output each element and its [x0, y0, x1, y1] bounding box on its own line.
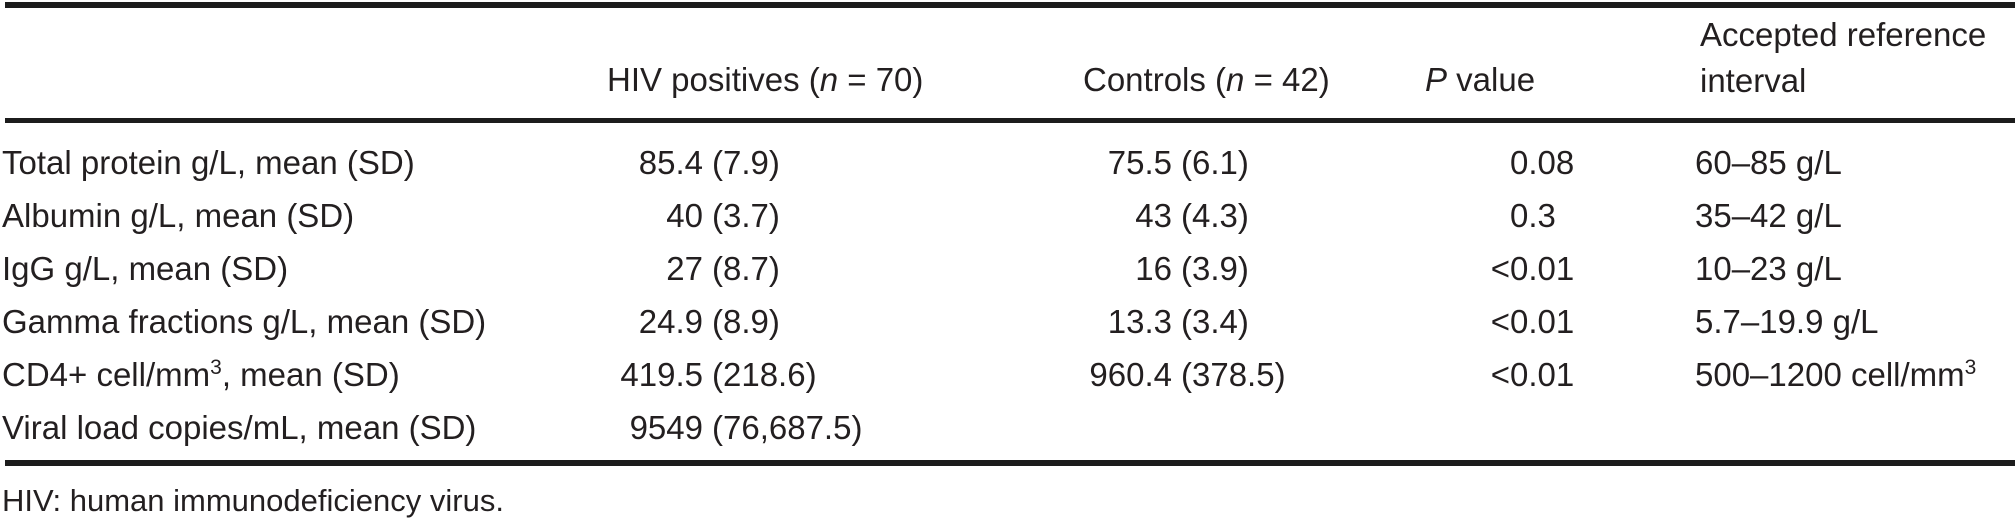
controls-mean-value: 13.3 [1107, 303, 1172, 340]
p-value: 0.3 [1510, 189, 1556, 242]
table-row-total-protein: Total protein g/L, mean (SD) 85.4 (7.9) … [0, 136, 2015, 189]
reference-interval-value: 5.7–19.9 g/L [1695, 295, 1879, 348]
reference-text: 35–42 g/L [1695, 197, 1842, 234]
table-rule-bottom [5, 460, 2015, 466]
controls-sd-value: (378.5) [1181, 356, 1286, 393]
reference-interval-value: 500–1200 cell/mm3 [1695, 348, 1976, 401]
controls-sd-value: (4.3) [1181, 197, 1249, 234]
controls-sd-value: (3.9) [1181, 250, 1249, 287]
row-label-text: Albumin g/L, mean (SD) [2, 197, 355, 234]
table-footnote: HIV: human immunodeficiency virus. [2, 483, 504, 518]
hiv-sd-value: (218.6) [712, 356, 817, 393]
hiv-sd-value: (8.9) [712, 303, 780, 340]
row-label: CD4+ cell/mm3, mean (SD) [2, 348, 400, 401]
hiv-mean-value: 85.4 [638, 144, 703, 181]
controls-sd-value: (3.4) [1181, 303, 1249, 340]
row-label: Albumin g/L, mean (SD) [2, 189, 354, 242]
table-body: Total protein g/L, mean (SD) 85.4 (7.9) … [0, 136, 2015, 454]
p-number: 0.01 [1510, 303, 1575, 340]
header-text: = 42) [1244, 61, 1330, 98]
table-row-albumin: Albumin g/L, mean (SD) 40 (3.7) 43 (4.3)… [0, 189, 2015, 242]
reference-superscript: 3 [1964, 356, 1977, 380]
p-less-than-sign: < [1490, 303, 1510, 340]
table-row-gamma-fractions: Gamma fractions g/L, mean (SD) 24.9 (8.9… [0, 295, 2015, 348]
controls-mean-value: 75.5 [1107, 144, 1172, 181]
table-row-cd4: CD4+ cell/mm3, mean (SD) 419.5 (218.6) 9… [0, 348, 2015, 401]
reference-text: 10–23 g/L [1695, 250, 1842, 287]
hiv-sd-value: (76,687.5) [712, 409, 863, 446]
row-label-superscript: 3 [210, 356, 222, 380]
row-label: IgG g/L, mean (SD) [2, 242, 288, 295]
p-value: <0.01 [1491, 295, 1575, 348]
controls-mean-value: 960.4 [1089, 356, 1172, 393]
table-rule-top [5, 2, 2015, 8]
row-label-text: Viral load copies/mL, mean (SD) [2, 409, 477, 446]
header-line1: Accepted reference [1700, 16, 1987, 53]
hiv-mean-value: 27 [666, 250, 703, 287]
p-number: 0.3 [1510, 197, 1556, 234]
reference-text: 500–1200 cell/mm [1695, 356, 1965, 393]
controls-mean-value: 16 [1135, 250, 1172, 287]
hiv-mean-value: 24.9 [638, 303, 703, 340]
table-rule-header-separator [5, 118, 2015, 123]
row-label: Gamma fractions g/L, mean (SD) [2, 295, 486, 348]
header-text: HIV positives ( [607, 61, 820, 98]
controls-mean-value: 43 [1135, 197, 1172, 234]
reference-text: 60–85 g/L [1695, 144, 1842, 181]
header-text: = 70) [838, 61, 924, 98]
reference-text: 5.7–19.9 g/L [1695, 303, 1879, 340]
row-label-text: IgG g/L, mean (SD) [2, 250, 289, 287]
header-italic-p: P [1425, 61, 1448, 98]
p-value: <0.01 [1491, 348, 1575, 401]
column-header-accepted-reference-interval: Accepted reference interval [1700, 12, 1986, 104]
column-header-p-value: P value [1425, 57, 1535, 103]
p-less-than-sign: < [1490, 356, 1510, 393]
p-value: <0.01 [1491, 242, 1575, 295]
reference-interval-value: 10–23 g/L [1695, 242, 1842, 295]
header-text: Controls ( [1083, 61, 1227, 98]
row-label: Total protein g/L, mean (SD) [2, 136, 415, 189]
table-row-igg: IgG g/L, mean (SD) 27 (8.7) 16 (3.9) <0.… [0, 242, 2015, 295]
column-header-controls: Controls (n = 42) [1083, 57, 1330, 103]
header-line2: interval [1700, 62, 1807, 99]
reference-interval-value: 60–85 g/L [1695, 136, 1842, 189]
reference-interval-value: 35–42 g/L [1695, 189, 1842, 242]
row-label-text: , mean (SD) [221, 356, 400, 393]
table-row-viral-load: Viral load copies/mL, mean (SD) 9549 (76… [0, 401, 2015, 454]
p-number: 0.01 [1510, 356, 1575, 393]
header-italic-n: n [1226, 61, 1245, 98]
row-label-text: Gamma fractions g/L, mean (SD) [2, 303, 487, 340]
controls-sd-value: (6.1) [1181, 144, 1249, 181]
row-label: Viral load copies/mL, mean (SD) [2, 401, 476, 454]
p-value: 0.08 [1510, 136, 1574, 189]
hiv-mean-value: 9549 [629, 409, 703, 446]
controls-mean-value [880, 401, 1172, 454]
row-label-text: Total protein g/L, mean (SD) [2, 144, 415, 181]
hiv-sd-value: (3.7) [712, 197, 780, 234]
p-number: 0.01 [1510, 250, 1575, 287]
hiv-sd-value: (8.7) [712, 250, 780, 287]
hiv-mean-value: 419.5 [620, 356, 703, 393]
row-label-text: CD4+ cell/mm [2, 356, 211, 393]
hiv-mean-value: 40 [666, 197, 703, 234]
header-italic-n: n [819, 61, 839, 98]
column-header-hiv-positives: HIV positives (n = 70) [607, 57, 923, 103]
p-less-than-sign: < [1490, 250, 1510, 287]
hiv-sd-value: (7.9) [712, 144, 780, 181]
p-number: 0.08 [1510, 144, 1575, 181]
header-text: value [1447, 61, 1536, 98]
